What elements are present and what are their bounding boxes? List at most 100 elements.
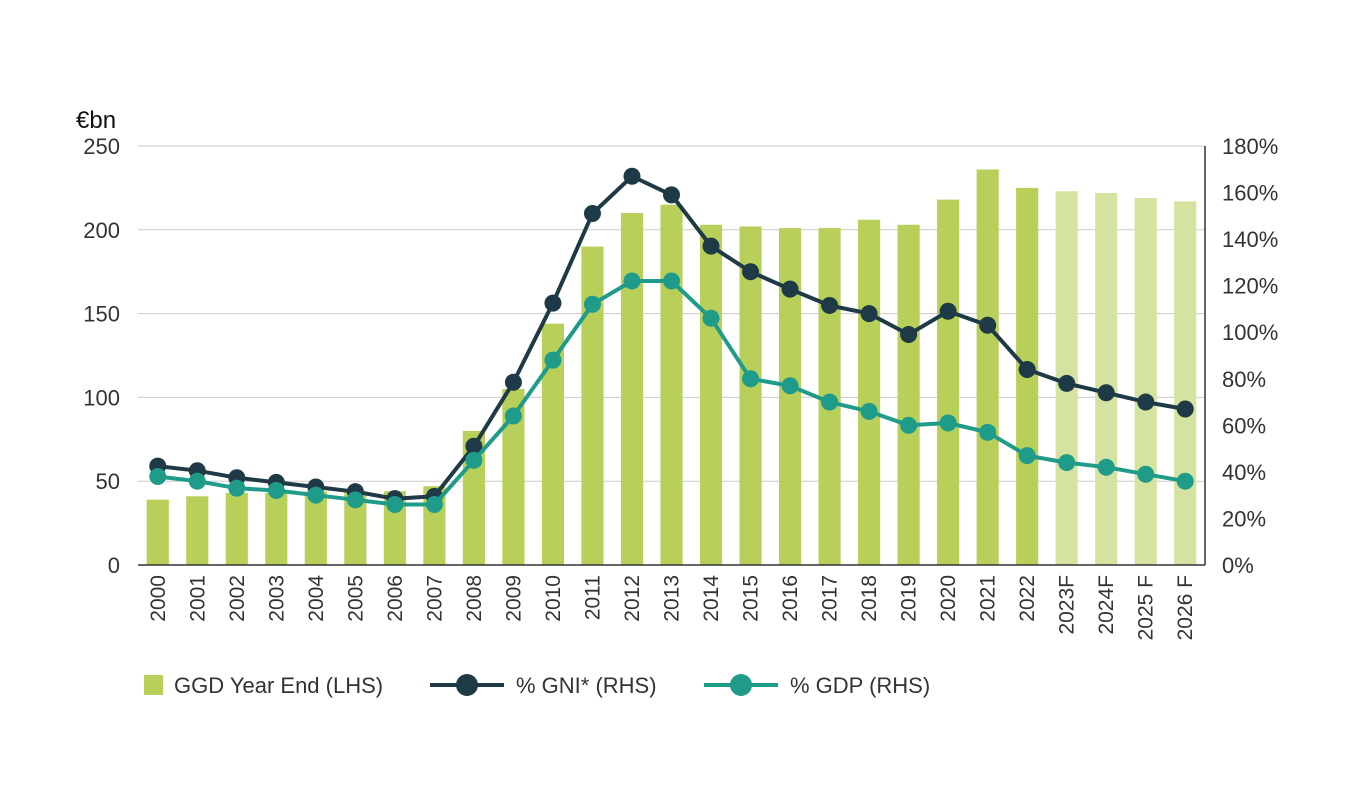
point-gni bbox=[1176, 400, 1194, 418]
line-series bbox=[149, 167, 1194, 513]
x-tick-label: 2013 bbox=[661, 575, 684, 622]
right-tick-label: 60% bbox=[1222, 413, 1266, 438]
x-tick-label: 2022 bbox=[1016, 575, 1039, 622]
left-tick-label: 0 bbox=[108, 553, 120, 578]
point-gdp bbox=[979, 423, 997, 441]
point-gdp bbox=[583, 295, 601, 313]
bar-ggd bbox=[620, 213, 644, 566]
point-gdp bbox=[1058, 454, 1076, 472]
legend-swatch-marker-gdp bbox=[730, 674, 752, 696]
point-gdp bbox=[1097, 458, 1115, 476]
x-tick-label: 2019 bbox=[898, 575, 921, 622]
left-tick-label: 150 bbox=[83, 302, 120, 327]
bar-ggd bbox=[937, 199, 960, 565]
point-gni bbox=[623, 167, 641, 185]
axes bbox=[138, 146, 1206, 566]
point-gni bbox=[1097, 384, 1115, 402]
left-tick-label: 200 bbox=[83, 218, 120, 243]
point-gdp bbox=[346, 491, 364, 509]
point-gdp bbox=[1018, 447, 1036, 465]
point-gni bbox=[544, 294, 562, 312]
point-gdp bbox=[149, 468, 167, 486]
point-gdp bbox=[307, 486, 325, 504]
left-tick-label: 250 bbox=[83, 134, 120, 159]
x-tick-label: 2010 bbox=[542, 575, 565, 622]
point-gdp bbox=[188, 472, 206, 490]
bar-ggd bbox=[699, 224, 723, 565]
x-tick-label: 2015 bbox=[740, 575, 763, 622]
bar-ggd bbox=[304, 491, 327, 565]
bar-ggd bbox=[225, 492, 248, 565]
point-gdp bbox=[781, 377, 799, 395]
x-tick-label: 2021 bbox=[977, 575, 1000, 622]
x-tick-label: 2002 bbox=[226, 575, 249, 622]
x-tick-label: 2011 bbox=[581, 575, 604, 620]
axis-labels: 0 50 100 150 200 250 0% 20% 40% 60% 80% 100% 120% 140… bbox=[76, 107, 1278, 640]
point-gdp bbox=[1137, 465, 1155, 483]
bar-ggd bbox=[858, 219, 881, 565]
legend-swatch-marker-gni bbox=[456, 674, 478, 696]
point-gdp bbox=[900, 416, 918, 434]
x-tick-label: 2005 bbox=[344, 575, 367, 622]
bar-ggd bbox=[778, 228, 802, 565]
x-tick-label: 2001 bbox=[186, 575, 209, 622]
left-tick-label: 50 bbox=[96, 469, 120, 494]
x-tick-label: 2014 bbox=[700, 575, 723, 622]
point-gni bbox=[979, 316, 997, 334]
bar-ggd bbox=[265, 492, 288, 565]
point-gni bbox=[1018, 360, 1036, 378]
x-tick-label: 2003 bbox=[265, 575, 288, 622]
bar-ggd bbox=[1095, 192, 1118, 566]
legend: GGD Year End (LHS) % GNI* (RHS) % GDP (RHS… bbox=[144, 673, 930, 698]
legend-swatch-ggd bbox=[144, 675, 163, 695]
bar-ggd bbox=[1134, 197, 1157, 565]
point-gni bbox=[504, 373, 522, 391]
legend-label-gdp: % GDP (RHS) bbox=[790, 673, 930, 698]
point-gdp bbox=[228, 479, 246, 497]
bar-ggd bbox=[1174, 201, 1197, 566]
x-tick-label: 2009 bbox=[502, 575, 525, 622]
x-tick-label: 2020 bbox=[937, 575, 960, 622]
point-gdp bbox=[821, 393, 839, 411]
x-tick-label: 2000 bbox=[147, 575, 170, 622]
point-gdp bbox=[504, 407, 522, 425]
right-tick-label: 40% bbox=[1222, 460, 1266, 485]
x-tick-label: 2016 bbox=[779, 575, 802, 622]
right-tick-label: 180% bbox=[1222, 134, 1278, 159]
point-gni bbox=[821, 296, 839, 314]
point-gni bbox=[1058, 374, 1076, 392]
point-gni bbox=[781, 280, 799, 298]
right-tick-label: 100% bbox=[1222, 320, 1278, 345]
x-tick-label: 2008 bbox=[463, 575, 486, 622]
x-tick-label: 2012 bbox=[621, 575, 644, 622]
point-gdp bbox=[1176, 472, 1194, 490]
point-gdp bbox=[386, 495, 404, 513]
left-tick-label: 100 bbox=[83, 385, 120, 410]
bar-ggd bbox=[146, 499, 169, 565]
x-tick-label: 2023F bbox=[1056, 575, 1079, 635]
x-tick-label: 2007 bbox=[423, 575, 446, 622]
bar-ggd bbox=[897, 224, 920, 565]
right-tick-label: 160% bbox=[1222, 181, 1278, 206]
point-gni bbox=[1137, 393, 1155, 411]
left-axis-unit-label: €bn bbox=[76, 107, 116, 134]
bar-ggd bbox=[739, 226, 762, 565]
point-gdp bbox=[860, 402, 878, 420]
point-gdp bbox=[425, 495, 443, 513]
right-tick-label: 20% bbox=[1222, 506, 1266, 531]
point-gdp bbox=[465, 451, 483, 469]
point-gdp bbox=[939, 414, 957, 432]
point-gni bbox=[465, 437, 483, 455]
point-gni bbox=[860, 305, 878, 323]
point-gdp bbox=[663, 272, 680, 290]
bar-ggd bbox=[660, 204, 683, 565]
bar-series-ggd bbox=[146, 169, 1197, 566]
right-tick-label: 120% bbox=[1222, 274, 1278, 299]
x-tick-label: 2004 bbox=[305, 575, 328, 622]
right-tick-label: 0% bbox=[1222, 553, 1254, 578]
point-gni bbox=[742, 263, 760, 281]
point-gdp bbox=[623, 272, 641, 290]
bar-ggd bbox=[344, 491, 367, 565]
